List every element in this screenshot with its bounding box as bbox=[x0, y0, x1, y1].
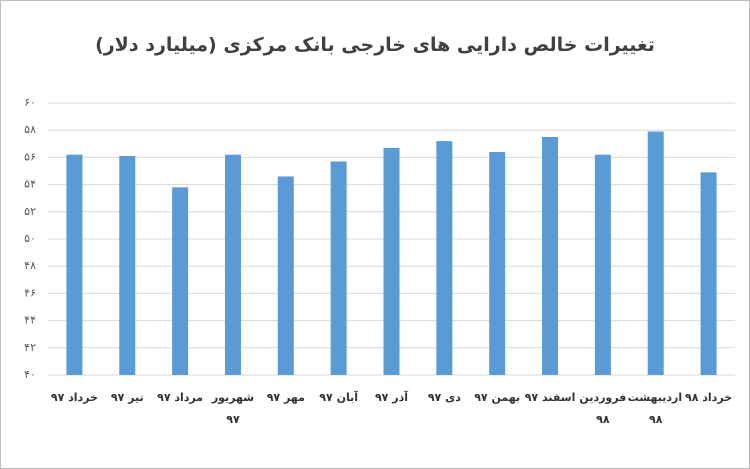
x-tick-label: آبان ۹۷ bbox=[319, 391, 358, 404]
x-tick-label: خرداد ۹۸ bbox=[685, 391, 733, 404]
x-tick-label: مرداد ۹۷ bbox=[157, 391, 204, 404]
y-tick-label: ۵۶ bbox=[24, 150, 36, 163]
y-tick-label: ۶۰ bbox=[24, 96, 36, 109]
bar bbox=[700, 172, 717, 375]
bar bbox=[647, 131, 664, 375]
bar bbox=[383, 147, 400, 375]
x-tick-label: خرداد ۹۷ bbox=[50, 391, 98, 404]
x-tick-label: مهر ۹۷ bbox=[266, 391, 305, 404]
x-tick-label: آذر ۹۷ bbox=[374, 391, 408, 404]
bar bbox=[436, 141, 453, 375]
bar bbox=[224, 154, 241, 375]
y-tick-label: ۵۸ bbox=[24, 123, 36, 136]
y-tick-label: ۵۰ bbox=[24, 232, 36, 245]
x-tick-label: فروردین ۹۸ bbox=[579, 391, 627, 426]
bar bbox=[594, 154, 611, 375]
chart-title: تغییرات خالص دارایی های خارجی بانک مرکزی… bbox=[95, 34, 655, 56]
bar bbox=[277, 176, 294, 375]
y-tick-label: ۴۲ bbox=[24, 341, 36, 354]
x-tick-label: بهمن ۹۷ bbox=[474, 391, 521, 404]
bar bbox=[66, 154, 83, 375]
bar bbox=[489, 151, 506, 375]
x-tick-label: شهریور ۹۷ bbox=[211, 391, 255, 426]
bar bbox=[172, 187, 189, 375]
x-tick-label: دی ۹۷ bbox=[427, 391, 461, 404]
y-tick-label: ۴۸ bbox=[24, 259, 36, 272]
bar bbox=[542, 137, 559, 375]
y-tick-label: ۴۶ bbox=[24, 286, 36, 299]
x-tick-label: اردیبهشت ۹۸ bbox=[627, 391, 683, 426]
y-tick-label: ۴۴ bbox=[24, 314, 36, 327]
bar bbox=[330, 161, 347, 375]
x-tick-label: اسفند ۹۷ bbox=[524, 391, 576, 404]
y-tick-label: ۴۰ bbox=[24, 368, 36, 381]
y-tick-label: ۵۲ bbox=[24, 205, 36, 218]
bar bbox=[119, 156, 136, 375]
x-tick-label: تیر ۹۷ bbox=[110, 391, 144, 404]
y-tick-label: ۵۴ bbox=[24, 178, 36, 191]
